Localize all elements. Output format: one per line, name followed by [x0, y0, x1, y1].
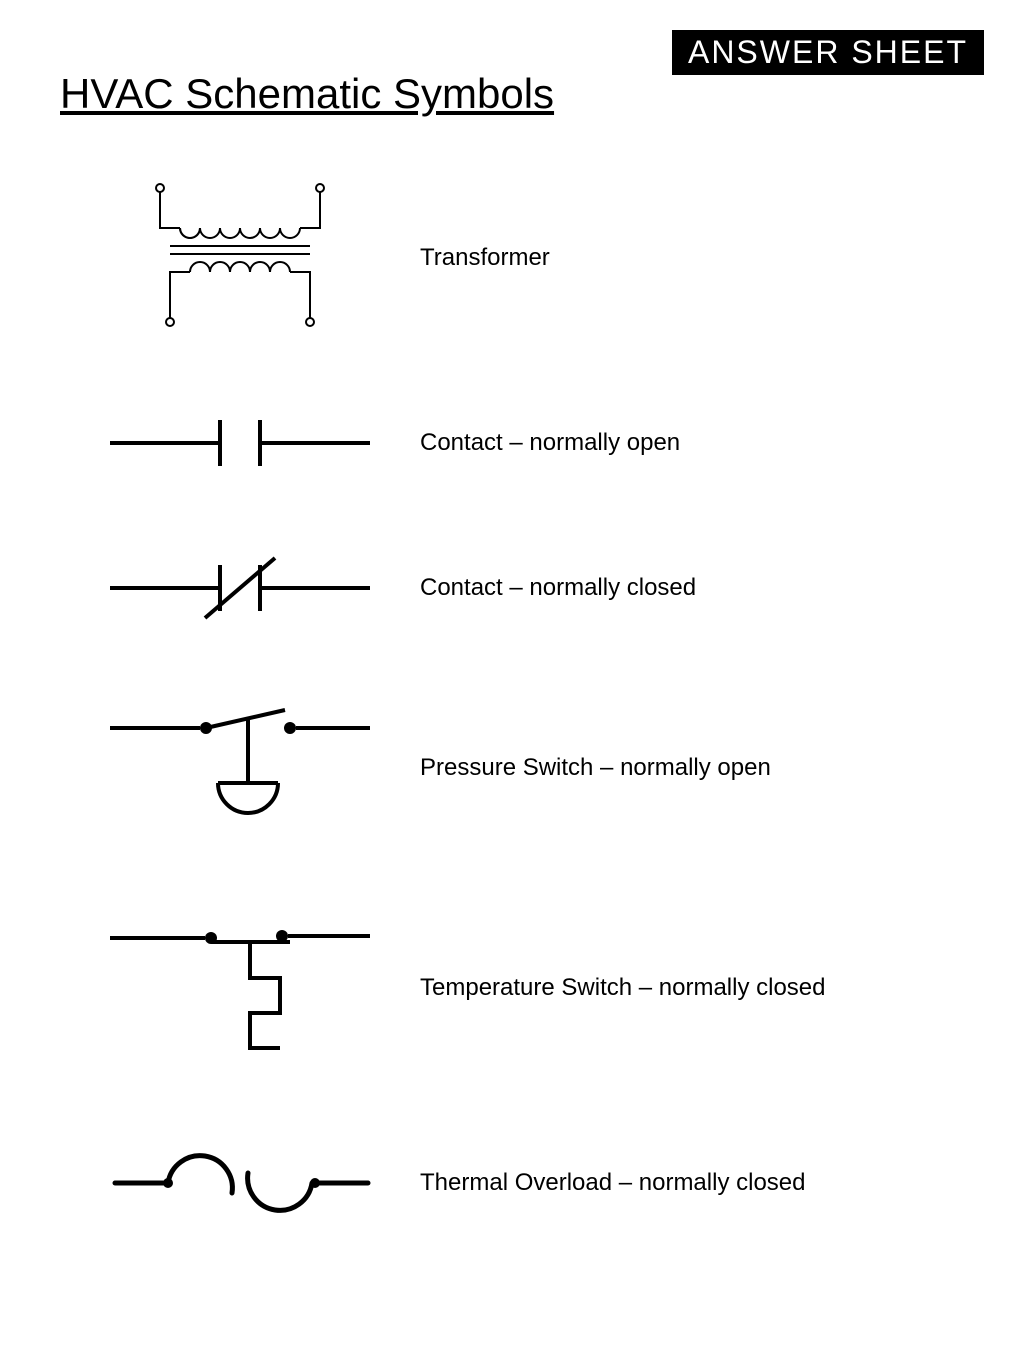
symbol-row-pressure-switch: Pressure Switch – normally open [60, 698, 964, 838]
contact-open-label: Contact – normally open [420, 427, 680, 458]
temperature-switch-label: Temperature Switch – normally closed [420, 972, 826, 1003]
page: ANSWER SHEET HVAC Schematic Symbols [0, 0, 1024, 1365]
answer-sheet-badge: ANSWER SHEET [672, 30, 984, 75]
thermal-overload-label: Thermal Overload – normally closed [420, 1167, 806, 1198]
temperature-switch-icon [60, 908, 420, 1068]
transformer-label: Transformer [420, 242, 550, 273]
thermal-overload-icon [60, 1138, 420, 1228]
page-title: HVAC Schematic Symbols [60, 70, 964, 118]
transformer-icon [60, 178, 420, 338]
contact-closed-icon [60, 548, 420, 628]
symbol-row-contact-open: Contact – normally open [60, 408, 964, 478]
pressure-switch-label: Pressure Switch – normally open [420, 752, 771, 783]
symbol-row-thermal-overload: Thermal Overload – normally closed [60, 1138, 964, 1228]
pressure-switch-icon [60, 698, 420, 838]
symbol-row-transformer: Transformer [60, 178, 964, 338]
symbol-row-contact-closed: Contact – normally closed [60, 548, 964, 628]
contact-open-icon [60, 408, 420, 478]
contact-closed-label: Contact – normally closed [420, 572, 696, 603]
symbol-row-temperature-switch: Temperature Switch – normally closed [60, 908, 964, 1068]
